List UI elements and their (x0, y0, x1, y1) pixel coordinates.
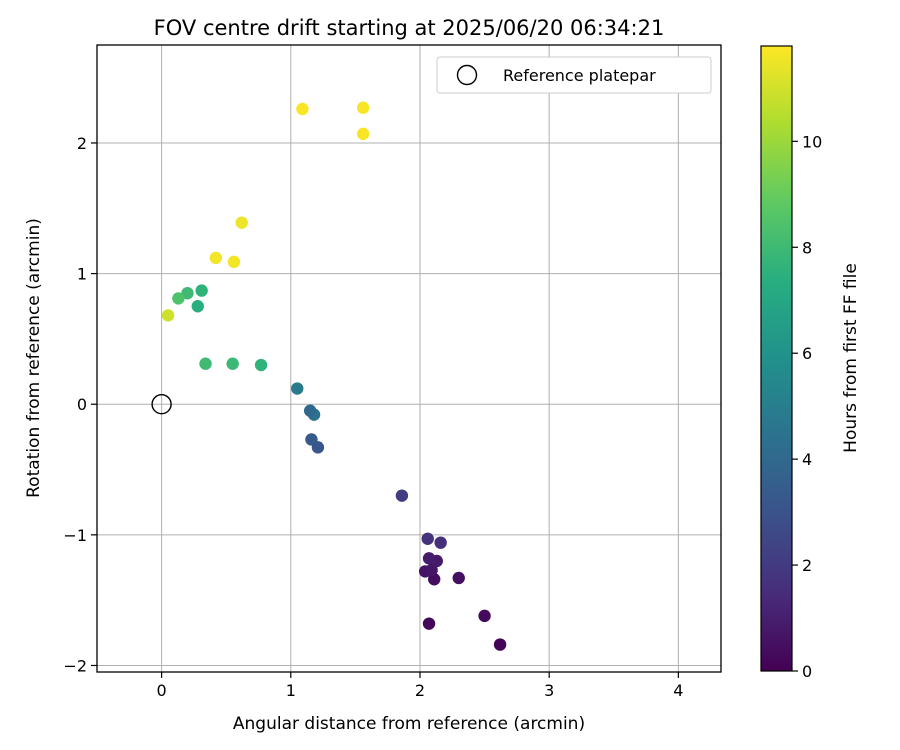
colorbar: 0 2 4 6 8 10 Hours from first FF file (760, 45, 861, 681)
data-point (478, 609, 491, 623)
x-axis-label: Angular distance from reference (arcmin) (233, 714, 585, 734)
x-tick-label: 1 (286, 681, 296, 700)
legend-label: Reference platepar (503, 66, 656, 85)
colorbar-tick-label: 6 (802, 344, 812, 363)
colorbar-label: Hours from first FF file (841, 263, 861, 453)
legend: Reference platepar (436, 56, 712, 94)
legend-box (436, 56, 712, 94)
colorbar-tick-label: 4 (802, 450, 812, 469)
x-axis-ticks: 0 1 2 3 4 (157, 672, 683, 700)
data-point (195, 284, 208, 297)
y-axis-label: Rotation from reference (arcmin) (24, 218, 44, 498)
data-point (395, 489, 409, 502)
data-point (226, 357, 239, 370)
x-tick-label: 0 (157, 681, 167, 700)
data-point (493, 638, 507, 651)
data-point (291, 382, 304, 395)
data-point (161, 309, 175, 322)
x-tick-label: 4 (673, 681, 683, 700)
data-point (296, 102, 309, 116)
y-tick-label: 2 (77, 134, 87, 153)
chart-title: FOV centre drift starting at 2025/06/20 … (154, 16, 665, 40)
reference-marker (151, 394, 172, 415)
colorbar-tick-label: 2 (802, 556, 812, 575)
data-point (356, 127, 370, 141)
data-point (434, 536, 447, 549)
data-point (421, 532, 434, 545)
data-point (422, 617, 436, 630)
data-point (356, 101, 370, 114)
y-tick-label: −2 (63, 656, 87, 675)
data-point (425, 563, 438, 577)
legend-marker-icon (456, 64, 478, 86)
data-point (172, 292, 185, 305)
data-point (235, 216, 248, 229)
data-point (452, 571, 465, 585)
y-tick-label: −1 (63, 526, 87, 545)
data-point (305, 433, 318, 446)
data-point (181, 286, 194, 300)
colorbar-tick-label: 8 (802, 238, 812, 257)
y-tick-label: 1 (77, 265, 87, 284)
x-tick-label: 3 (544, 681, 554, 700)
data-point (254, 358, 268, 372)
plot-frame (96, 44, 722, 673)
data-point (191, 300, 204, 313)
y-tick-label: 0 (77, 395, 87, 414)
data-points (151, 101, 507, 651)
colorbar-ticks: 0 2 4 6 8 10 (792, 132, 822, 681)
grid-lines (97, 45, 721, 672)
data-point (199, 357, 212, 370)
data-point (303, 404, 317, 417)
data-point (422, 552, 436, 565)
colorbar-gradient (760, 45, 793, 672)
data-point (209, 251, 223, 265)
data-point (227, 255, 241, 269)
colorbar-tick-label: 0 (802, 662, 812, 681)
colorbar-tick-label: 10 (802, 132, 822, 151)
y-axis-ticks: −2 −1 0 1 2 (63, 134, 97, 675)
x-tick-label: 2 (415, 681, 425, 700)
